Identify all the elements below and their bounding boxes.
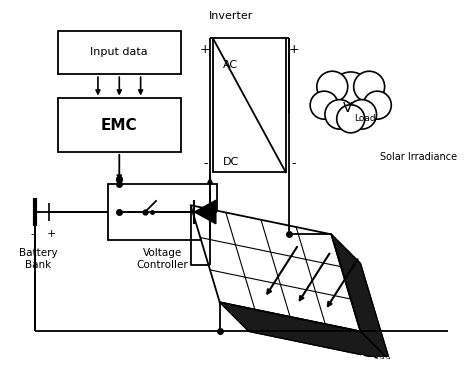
Text: -: -	[291, 157, 296, 170]
Bar	[58, 31, 181, 74]
Text: Voltage
Controller: Voltage Controller	[137, 248, 188, 269]
Text: Inverter: Inverter	[209, 11, 254, 21]
Text: Input data: Input data	[91, 47, 148, 57]
Text: AC: AC	[223, 60, 238, 70]
Polygon shape	[191, 205, 360, 331]
Text: -: -	[203, 157, 208, 170]
Polygon shape	[194, 200, 216, 224]
Text: Solar Irradiance: Solar Irradiance	[380, 152, 457, 162]
Text: DC: DC	[223, 158, 239, 167]
Text: Load: Load	[354, 114, 375, 123]
Text: EMC: EMC	[101, 118, 137, 132]
Bar	[108, 184, 217, 240]
Polygon shape	[220, 302, 390, 361]
Text: PV array: PV array	[345, 354, 405, 367]
Text: V: V	[343, 101, 353, 115]
Bar	[213, 38, 286, 172]
Polygon shape	[331, 234, 390, 361]
Text: +: +	[288, 43, 299, 56]
Bar	[58, 99, 181, 152]
Text: +: +	[47, 230, 56, 240]
Text: Battery
Bank: Battery Bank	[19, 248, 57, 269]
Text: -: -	[30, 230, 35, 240]
Text: +: +	[200, 43, 210, 56]
